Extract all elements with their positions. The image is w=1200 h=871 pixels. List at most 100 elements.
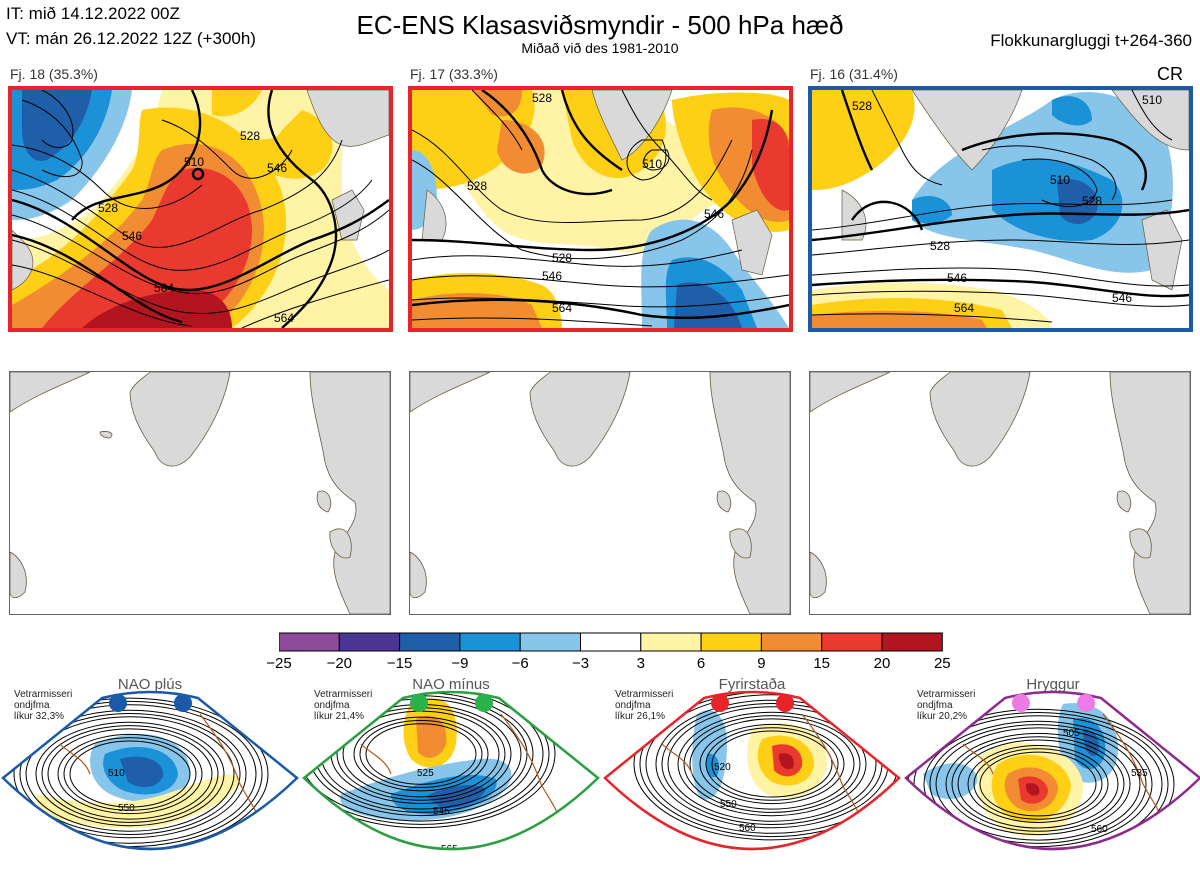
contour-label: 564 [274,311,294,325]
colorbar-tick-label: 9 [757,655,766,672]
contour-label: 528 [240,129,260,143]
regime-probability-note: Vetrarmisseri ondjfma líkur 32,3% [14,689,72,722]
regime-contour-label: 505 [1063,728,1080,739]
regime-contour-label: 550 [720,799,737,810]
colorbar-tick-label: −6 [511,655,529,672]
regime-marker-dot [776,694,794,712]
regime-note-line: ondjfma [615,700,651,711]
cluster-map-2-field: 528 510 528 528 546 564 546 [412,90,789,328]
colorbar-tick-label: 15 [813,655,831,672]
regime-map: 525 545 565 [302,690,600,855]
colorbar-cell [279,632,340,652]
colorbar-tick-label: −3 [571,655,590,672]
cluster-map-1-field: 510 528 546 528 546 564 564 [12,90,389,328]
regime-marker-dot [1012,694,1030,712]
colorbar-tick-label: −9 [451,655,469,672]
regime-marker-dot [1077,694,1095,712]
regime-contour-label: 545 [433,806,450,817]
regime-contour-label: 565 [441,844,458,855]
regime-marker-dot [174,694,192,712]
colorbar-cell [338,632,401,652]
blank-map-1-land [10,372,390,614]
colorbar-cell [881,632,943,652]
regime-probability-note: Vetrarmisseri ondjfma líkur 26,1% [615,689,673,722]
contour-label: 528 [467,179,487,193]
regime-title: Hryggur [1026,676,1080,693]
contour-label: 564 [552,301,572,315]
regime-map: 520 550 560 [603,690,901,851]
regime-title: NAO mínus [412,676,490,693]
regime-probability-note: Vetrarmisseri ondjfma líkur 21,4% [314,689,372,722]
cluster-3-label: Fj. 16 (31.4%) [810,66,898,82]
contour-label: 546 [542,269,562,283]
colorbar-cell [640,632,702,652]
regime-note-line: Vetrarmisseri [14,689,73,700]
issue-time: IT: mið 14.12.2022 00Z [6,4,180,23]
colorbar-tick-label: 25 [933,655,951,672]
regime-note-line: Vetrarmisseri [615,689,674,700]
regime-title: Fyrirstaða [718,676,786,693]
page-subtitle: Miðað við des 1981-2010 [521,40,679,56]
regime-note-line: líkur 32,3% [14,711,65,722]
colorbar-tick-label: −15 [386,655,413,672]
cluster-map-3: 528 510 510 528 528 546 564 546 [808,86,1193,332]
colorbar-tick-label: 20 [873,655,891,672]
contour-label: 510 [184,155,204,169]
cluster-map-3-field: 528 510 510 528 528 546 564 546 [812,90,1189,328]
colorbar-tick-label: −20 [326,655,353,672]
regime-title: NAO plús [117,676,183,693]
colorbar-cell [580,632,642,652]
colorbar-cell [399,632,461,652]
regime-marker-dot [475,694,493,712]
colorbar-cell [821,632,883,652]
contour-label: 528 [552,251,572,265]
regime-contour-label: 560 [1091,824,1108,835]
colorbar-cell [700,632,762,652]
contour-label: 528 [930,239,950,253]
contour-label: 546 [267,161,287,175]
regime-note-line: ondjfma [917,700,953,711]
colorbar-tick-label: 6 [696,655,706,672]
colorbar-cell [459,632,521,652]
regime-note-line: Vetrarmisseri [917,689,976,700]
contour-label: 510 [1050,173,1070,187]
regime-contour-label: 535 [1131,768,1148,779]
cluster-2-label: Fj. 17 (33.3%) [410,66,498,82]
regime-note-line: líkur 26,1% [615,711,666,722]
cluster-1-label: Fj. 18 (35.3%) [10,66,98,82]
regime-note-line: ondjfma [314,700,350,711]
regime-contour-label: 510 [108,768,125,779]
contour-label: 564 [954,301,974,315]
contour-label: 546 [704,207,724,221]
contour-label: 546 [947,271,967,285]
regime-note-line: ondjfma [14,700,50,711]
regime-contour-label: 560 [739,823,756,834]
regime-probability-note: Vetrarmisseri ondjfma líkur 20,2% [917,689,975,722]
contour-label: 510 [642,157,662,171]
cluster-map-2: 528 510 528 528 546 564 546 [408,86,793,332]
contour-label: 510 [1142,93,1162,107]
contour-label: 528 [532,91,552,105]
regime-map: 505 535 560 [904,690,1200,851]
regime-contour-label: 525 [417,768,434,779]
regime-note-line: líkur 20,2% [917,711,968,722]
colorbar-tick-label: 3 [636,655,645,672]
regime-note-line: líkur 21,4% [314,711,365,722]
contour-label: 546 [122,229,142,243]
contour-label: 528 [1082,194,1102,208]
regime-contour-label: 520 [714,762,731,773]
colorbar [279,632,943,652]
regime-marker-dot [109,694,127,712]
valid-time: VT: mán 26.12.2022 12Z (+300h) [6,29,256,48]
regime-note-line: Vetrarmisseri [314,689,373,700]
colorbar-cell [519,632,581,652]
blank-map-3-land [810,372,1190,614]
page-title: EC-ENS Klasasviðsmyndir - 500 hPa hæð [356,10,844,40]
regime-contour-label: 550 [118,803,135,814]
blank-map-2-land [410,372,790,614]
blank-map-2 [409,371,791,615]
blank-map-1 [9,371,391,615]
contour-label: 528 [98,201,118,215]
regime-marker-dot [711,694,729,712]
cluster-map-1: 510 528 546 528 546 564 564 [8,86,393,332]
